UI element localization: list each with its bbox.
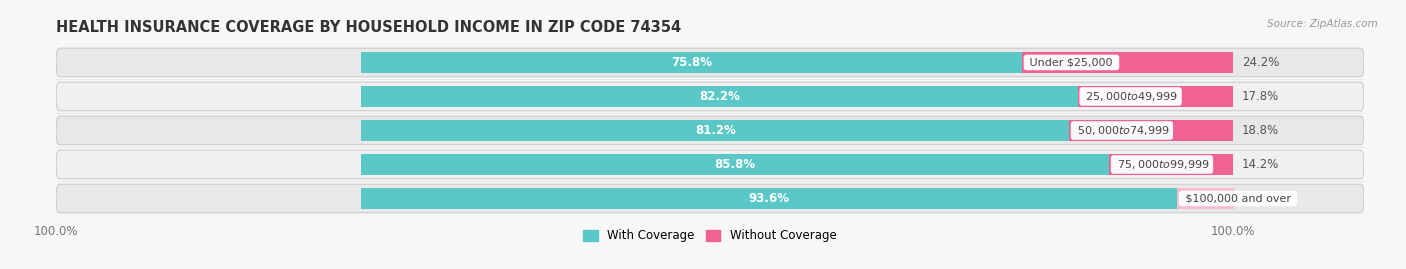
Legend: With Coverage, Without Coverage: With Coverage, Without Coverage	[579, 225, 841, 247]
Text: $25,000 to $49,999: $25,000 to $49,999	[1083, 90, 1180, 103]
Bar	[1069, 120, 1233, 141]
Text: 85.8%: 85.8%	[714, 158, 756, 171]
Text: 24.2%: 24.2%	[1241, 56, 1279, 69]
Text: 17.8%: 17.8%	[1241, 90, 1279, 103]
FancyBboxPatch shape	[56, 82, 1364, 111]
Text: $50,000 to $74,999: $50,000 to $74,999	[1074, 124, 1170, 137]
FancyBboxPatch shape	[56, 150, 1364, 179]
Text: $75,000 to $99,999: $75,000 to $99,999	[1114, 158, 1211, 171]
Text: 82.2%: 82.2%	[699, 90, 740, 103]
Text: $100,000 and over: $100,000 and over	[1181, 193, 1294, 203]
Bar	[1109, 154, 1233, 175]
FancyBboxPatch shape	[56, 184, 1364, 213]
Text: 75.8%: 75.8%	[671, 56, 713, 69]
FancyBboxPatch shape	[56, 116, 1364, 145]
Bar	[1022, 52, 1233, 73]
Text: 6.5%: 6.5%	[1243, 192, 1272, 205]
Text: Source: ZipAtlas.com: Source: ZipAtlas.com	[1267, 19, 1378, 29]
Text: 14.2%: 14.2%	[1241, 158, 1279, 171]
Bar	[361, 154, 1109, 175]
Bar	[361, 120, 1069, 141]
Text: HEALTH INSURANCE COVERAGE BY HOUSEHOLD INCOME IN ZIP CODE 74354: HEALTH INSURANCE COVERAGE BY HOUSEHOLD I…	[56, 20, 682, 35]
Bar	[1078, 86, 1233, 107]
Bar	[1177, 188, 1234, 209]
Bar	[361, 86, 1078, 107]
Text: 93.6%: 93.6%	[749, 192, 790, 205]
Bar	[361, 188, 1177, 209]
Text: 81.2%: 81.2%	[695, 124, 735, 137]
FancyBboxPatch shape	[56, 48, 1364, 77]
Bar	[361, 52, 1022, 73]
Text: 18.8%: 18.8%	[1241, 124, 1279, 137]
Text: Under $25,000: Under $25,000	[1026, 58, 1116, 68]
